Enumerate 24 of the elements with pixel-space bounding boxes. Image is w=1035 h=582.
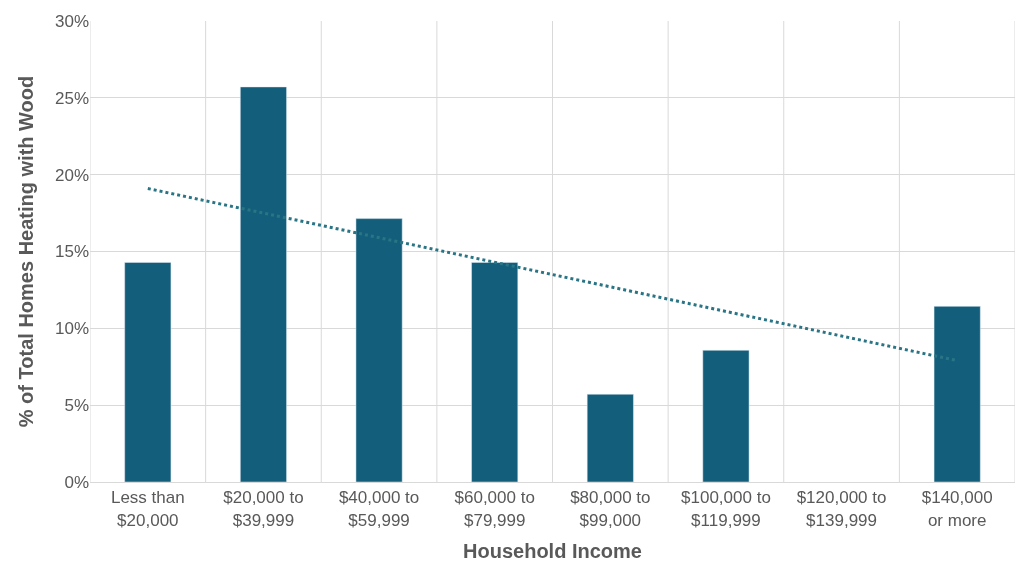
x-tick-label: $60,000 to $79,999 [454, 488, 535, 530]
y-tick-label: 5% [64, 396, 89, 416]
bar [355, 218, 403, 482]
y-tick-label: 20% [54, 165, 89, 185]
y-tick-label: 10% [54, 319, 89, 339]
x-tick-label: $40,000 to $59,999 [338, 488, 420, 530]
x-tick-label: $120,000 to $139,999 [796, 488, 887, 530]
bar [240, 86, 287, 482]
x-tick-label: $20,000 to $39,999 [223, 488, 304, 530]
bar [933, 306, 981, 482]
y-tick-label: 30% [54, 11, 89, 31]
x-tick-label: $100,000 to $119,999 [681, 488, 771, 530]
bar [471, 262, 519, 482]
x-tick-label: $80,000 to $99,000 [570, 488, 651, 530]
bar [702, 350, 750, 482]
y-tick-label: 25% [54, 88, 89, 108]
x-tick-label: Less than $20,000 [110, 488, 185, 530]
x-tick-label: $140,000 or more [921, 488, 993, 530]
y-tick-label: 15% [54, 242, 89, 262]
bar [586, 394, 634, 482]
x-axis-title: Household Income [463, 540, 642, 562]
bar [124, 262, 172, 482]
y-axis-title: % of Total Homes Heating with Wood [15, 75, 38, 428]
y-tick-label: 0% [64, 472, 89, 492]
